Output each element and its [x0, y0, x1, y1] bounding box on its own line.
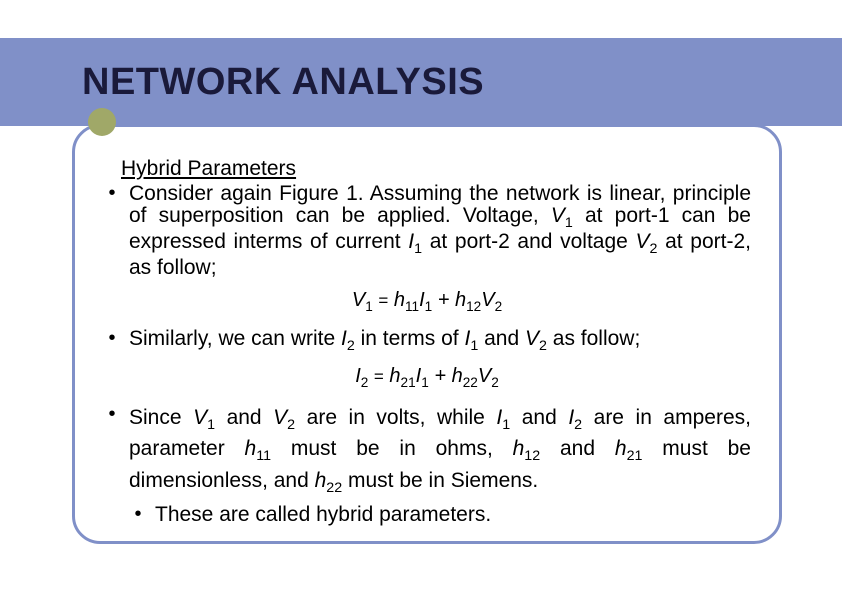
bullet-item-4: • These are called hybrid parameters. [129, 504, 751, 526]
bullet-text-1: Consider again Figure 1. Assuming the ne… [129, 183, 751, 279]
bullet-text-3: Since V1 and V2 are in volts, while I1 a… [129, 404, 751, 498]
accent-dot [88, 108, 116, 136]
bullet-text-2: Similarly, we can write I2 in terms of I… [129, 328, 751, 354]
bullet-marker: • [103, 404, 121, 425]
bullet-item-2: • Similarly, we can write I2 in terms of… [103, 328, 751, 354]
bullet-marker: • [103, 328, 121, 349]
title-bar: NETWORK ANALYSIS [0, 38, 842, 126]
bullet-item-1: • Consider again Figure 1. Assuming the … [103, 183, 751, 279]
subtitle: Hybrid Parameters [121, 157, 751, 181]
slide-title: NETWORK ANALYSIS [82, 61, 484, 104]
bullet-marker: • [129, 504, 147, 525]
equation-1: V1 = h11I1 + h12V2 [103, 289, 751, 314]
bullet-item-3: • Since V1 and V2 are in volts, while I1… [103, 404, 751, 498]
equation-2: I2 = h21I1 + h22V2 [103, 365, 751, 390]
content-box: Hybrid Parameters • Consider again Figur… [72, 124, 782, 544]
bullet-marker: • [103, 183, 121, 204]
bullet-text-4: These are called hybrid parameters. [155, 504, 751, 526]
